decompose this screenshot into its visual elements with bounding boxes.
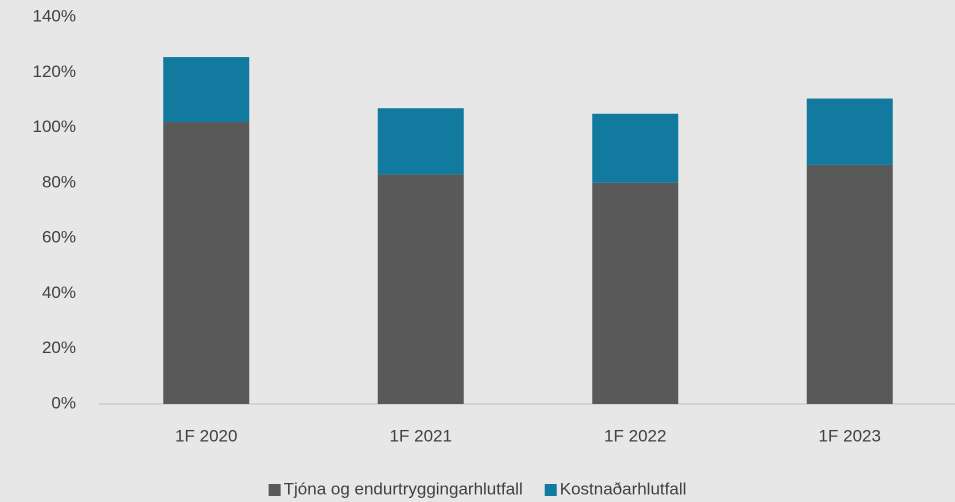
bar-segment [806,98,893,165]
x-tick-label: 1F 2023 [819,426,881,445]
bar-segment [377,174,464,404]
y-tick-label: 80% [42,172,76,191]
y-tick-label: 100% [33,117,76,136]
y-tick-label: 0% [51,393,76,412]
legend-swatch [268,484,281,496]
y-tick-label: 40% [42,283,76,302]
bar-segment [592,182,679,404]
legend-label: Kostnaðarhlutfall [560,479,687,498]
legend-swatch [544,484,557,496]
y-tick-label: 120% [33,62,76,81]
bar-segment [806,164,893,404]
legend-item: Tjóna og endurtryggingarhlutfall [268,479,523,498]
x-tick-label: 1F 2020 [175,426,237,445]
y-tick-label: 60% [42,228,76,247]
bar-segment [163,122,250,405]
y-tick-label: 20% [42,338,76,357]
bar-segment [163,57,250,123]
x-tick-label: 1F 2021 [390,426,452,445]
bar-segment [592,113,679,183]
legend-label: Tjóna og endurtryggingarhlutfall [284,479,523,498]
y-tick-label: 140% [33,6,76,25]
x-tick-label: 1F 2022 [604,426,666,445]
bar-segment [377,108,464,175]
legend-item: Kostnaðarhlutfall [544,479,687,498]
